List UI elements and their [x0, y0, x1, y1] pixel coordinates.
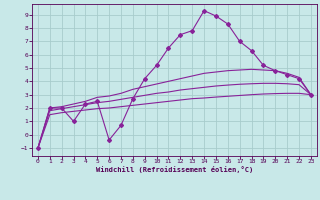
- X-axis label: Windchill (Refroidissement éolien,°C): Windchill (Refroidissement éolien,°C): [96, 166, 253, 173]
